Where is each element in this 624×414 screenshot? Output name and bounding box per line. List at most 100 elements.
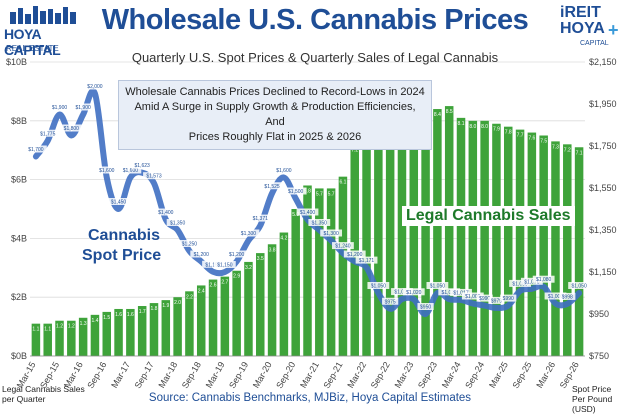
spot-price-label-bg <box>249 214 272 222</box>
sales-bar <box>196 285 206 356</box>
spot-price-label-bg <box>308 219 331 226</box>
spot-price-label-bg <box>450 288 472 296</box>
right-axis-tick-label: $750 <box>589 351 609 361</box>
sales-bar <box>291 209 300 356</box>
sales-bar-label: 2.0 <box>174 300 181 306</box>
spot-price-label-bg <box>272 166 295 174</box>
x-axis-tick-label: Sep-24 <box>463 360 486 390</box>
spot-price-label-bg <box>568 282 590 289</box>
sales-bar-label: 3.8 <box>269 247 276 253</box>
spot-price-label: $1,171 <box>359 258 375 264</box>
x-axis-tick-label: Sep-25 <box>510 360 533 390</box>
x-axis-tick-label: Mar-25 <box>487 360 510 390</box>
sales-bar <box>315 188 324 356</box>
sales-bar-label: 1.6 <box>127 312 134 318</box>
spot-price-label: $950 <box>420 305 431 311</box>
spot-price-label-bg <box>261 182 283 190</box>
right-axis-tick-label: $1,750 <box>589 141 617 151</box>
annotation-line2: Amid A Surge in Supply Growth & Producti… <box>134 101 416 128</box>
spot-price-label-bg <box>84 82 106 90</box>
spot-price-label: $1,050 <box>571 284 587 290</box>
ireit-hoya-logo: iREIT HOYA + CAPITAL <box>560 4 622 52</box>
left-axis-tick-label: $2B <box>11 292 27 302</box>
x-axis-tick-label: Mar-23 <box>393 360 416 390</box>
left-axis-tick-label: $6B <box>11 175 27 185</box>
sales-bar <box>468 120 478 356</box>
sales-bar <box>433 109 442 356</box>
sales-bar <box>67 320 76 356</box>
spot-price-label-bg <box>213 261 236 268</box>
spot-price-label-bg <box>509 279 531 287</box>
sales-bar-label: 2.6 <box>210 283 217 289</box>
right-axis-tick-label: $1,150 <box>589 267 617 277</box>
sales-bar-label: 7.6 <box>528 136 535 142</box>
right-axis-tick-label: $1,350 <box>589 225 617 235</box>
spot-price-label: $1,200 <box>229 252 245 258</box>
x-axis-tick-label: Sep-19 <box>227 360 250 390</box>
spot-price-label-bg <box>500 294 517 302</box>
spot-price-label: $2,000 <box>87 84 103 90</box>
spot-price-label-bg <box>202 260 224 268</box>
logo-right-line2: HOYA <box>560 20 605 37</box>
spot-price-label-bg <box>391 288 413 296</box>
spot-price-label: $1,300 <box>323 231 339 237</box>
left-axis-tick-label: $0B <box>11 351 27 361</box>
left-axis-tick-label: $8B <box>11 116 27 126</box>
sales-bar-label: 1.1 <box>44 327 51 333</box>
spot-price-label: $990 <box>503 296 514 302</box>
spot-price-label: $1,050 <box>371 284 387 290</box>
logo-left-name: HOYA CAPITAL <box>4 26 61 58</box>
spot-price-label: $1,900 <box>75 105 91 111</box>
spot-price-label: $975 <box>385 299 396 305</box>
spot-price-label: $1,151 <box>205 262 221 268</box>
spot-price-label-bg <box>225 250 248 258</box>
spot-price-label-bg <box>355 256 378 264</box>
spot-price-label: $1,450 <box>111 200 127 206</box>
sales-bar-label: 2.9 <box>233 274 240 280</box>
sales-bar <box>503 126 513 357</box>
sales-bar <box>515 129 525 356</box>
sales-bar <box>444 106 454 356</box>
spot-price-label-bg <box>60 124 83 132</box>
sales-bar-label: 1.7 <box>139 309 146 315</box>
sales-bar <box>161 300 171 356</box>
sales-bar <box>326 188 336 356</box>
spot-price-label: $1,250 <box>182 242 198 248</box>
spot-price-label-bg <box>296 208 319 216</box>
sales-bar <box>480 120 489 356</box>
left-axis-title: Legal Cannabis Sales per Quarter <box>2 384 85 404</box>
sales-bar-label: 2.2 <box>186 294 193 300</box>
spot-price-label-bg <box>143 172 165 180</box>
sales-bar <box>397 117 407 356</box>
skyline-icon <box>10 6 76 24</box>
spot-price-label: $1,600 <box>123 168 139 174</box>
sales-bar-label: 1.3 <box>80 321 87 327</box>
sales-bar-label: 3.2 <box>245 265 252 271</box>
x-axis-tick-label: Mar-24 <box>440 360 463 390</box>
sales-bar-label: 1.1 <box>32 327 39 333</box>
sales-bar-label: 1.8 <box>151 306 158 312</box>
spot-price-label: $1,350 <box>312 221 328 227</box>
chart-title: Wholesale U.S. Cannabis Prices <box>101 4 529 36</box>
sales-bar-label: 5.7 <box>328 191 335 197</box>
spot-price-label-bg <box>190 250 213 258</box>
sales-bar-label: 1.6 <box>115 312 122 318</box>
spot-price-label: $990 <box>479 296 490 302</box>
sales-bar <box>385 123 395 357</box>
spot-price-label-bg <box>417 303 434 310</box>
annotation-line1: Wholesale Cannabis Prices Declined to Re… <box>125 86 425 98</box>
sales-bar <box>185 291 194 356</box>
x-axis-tick-label: Sep-17 <box>133 360 156 390</box>
annotation-line3: Prices Roughly Flat in 2025 & 2026 <box>188 131 362 143</box>
spot-price-label-bg <box>72 103 95 111</box>
sales-bar <box>173 297 182 356</box>
x-axis-tick-label: Sep-22 <box>369 360 392 390</box>
spot-price-label-bg <box>48 103 71 111</box>
sales-bar-label: 1.2 <box>68 324 75 330</box>
sales-bar <box>220 276 230 356</box>
spot-price-label: $1,020 <box>442 290 458 296</box>
spot-price-label: $1,000 <box>465 294 481 300</box>
spot-price-label-bg <box>343 250 366 258</box>
spot-price-label: $1,400 <box>300 210 316 216</box>
